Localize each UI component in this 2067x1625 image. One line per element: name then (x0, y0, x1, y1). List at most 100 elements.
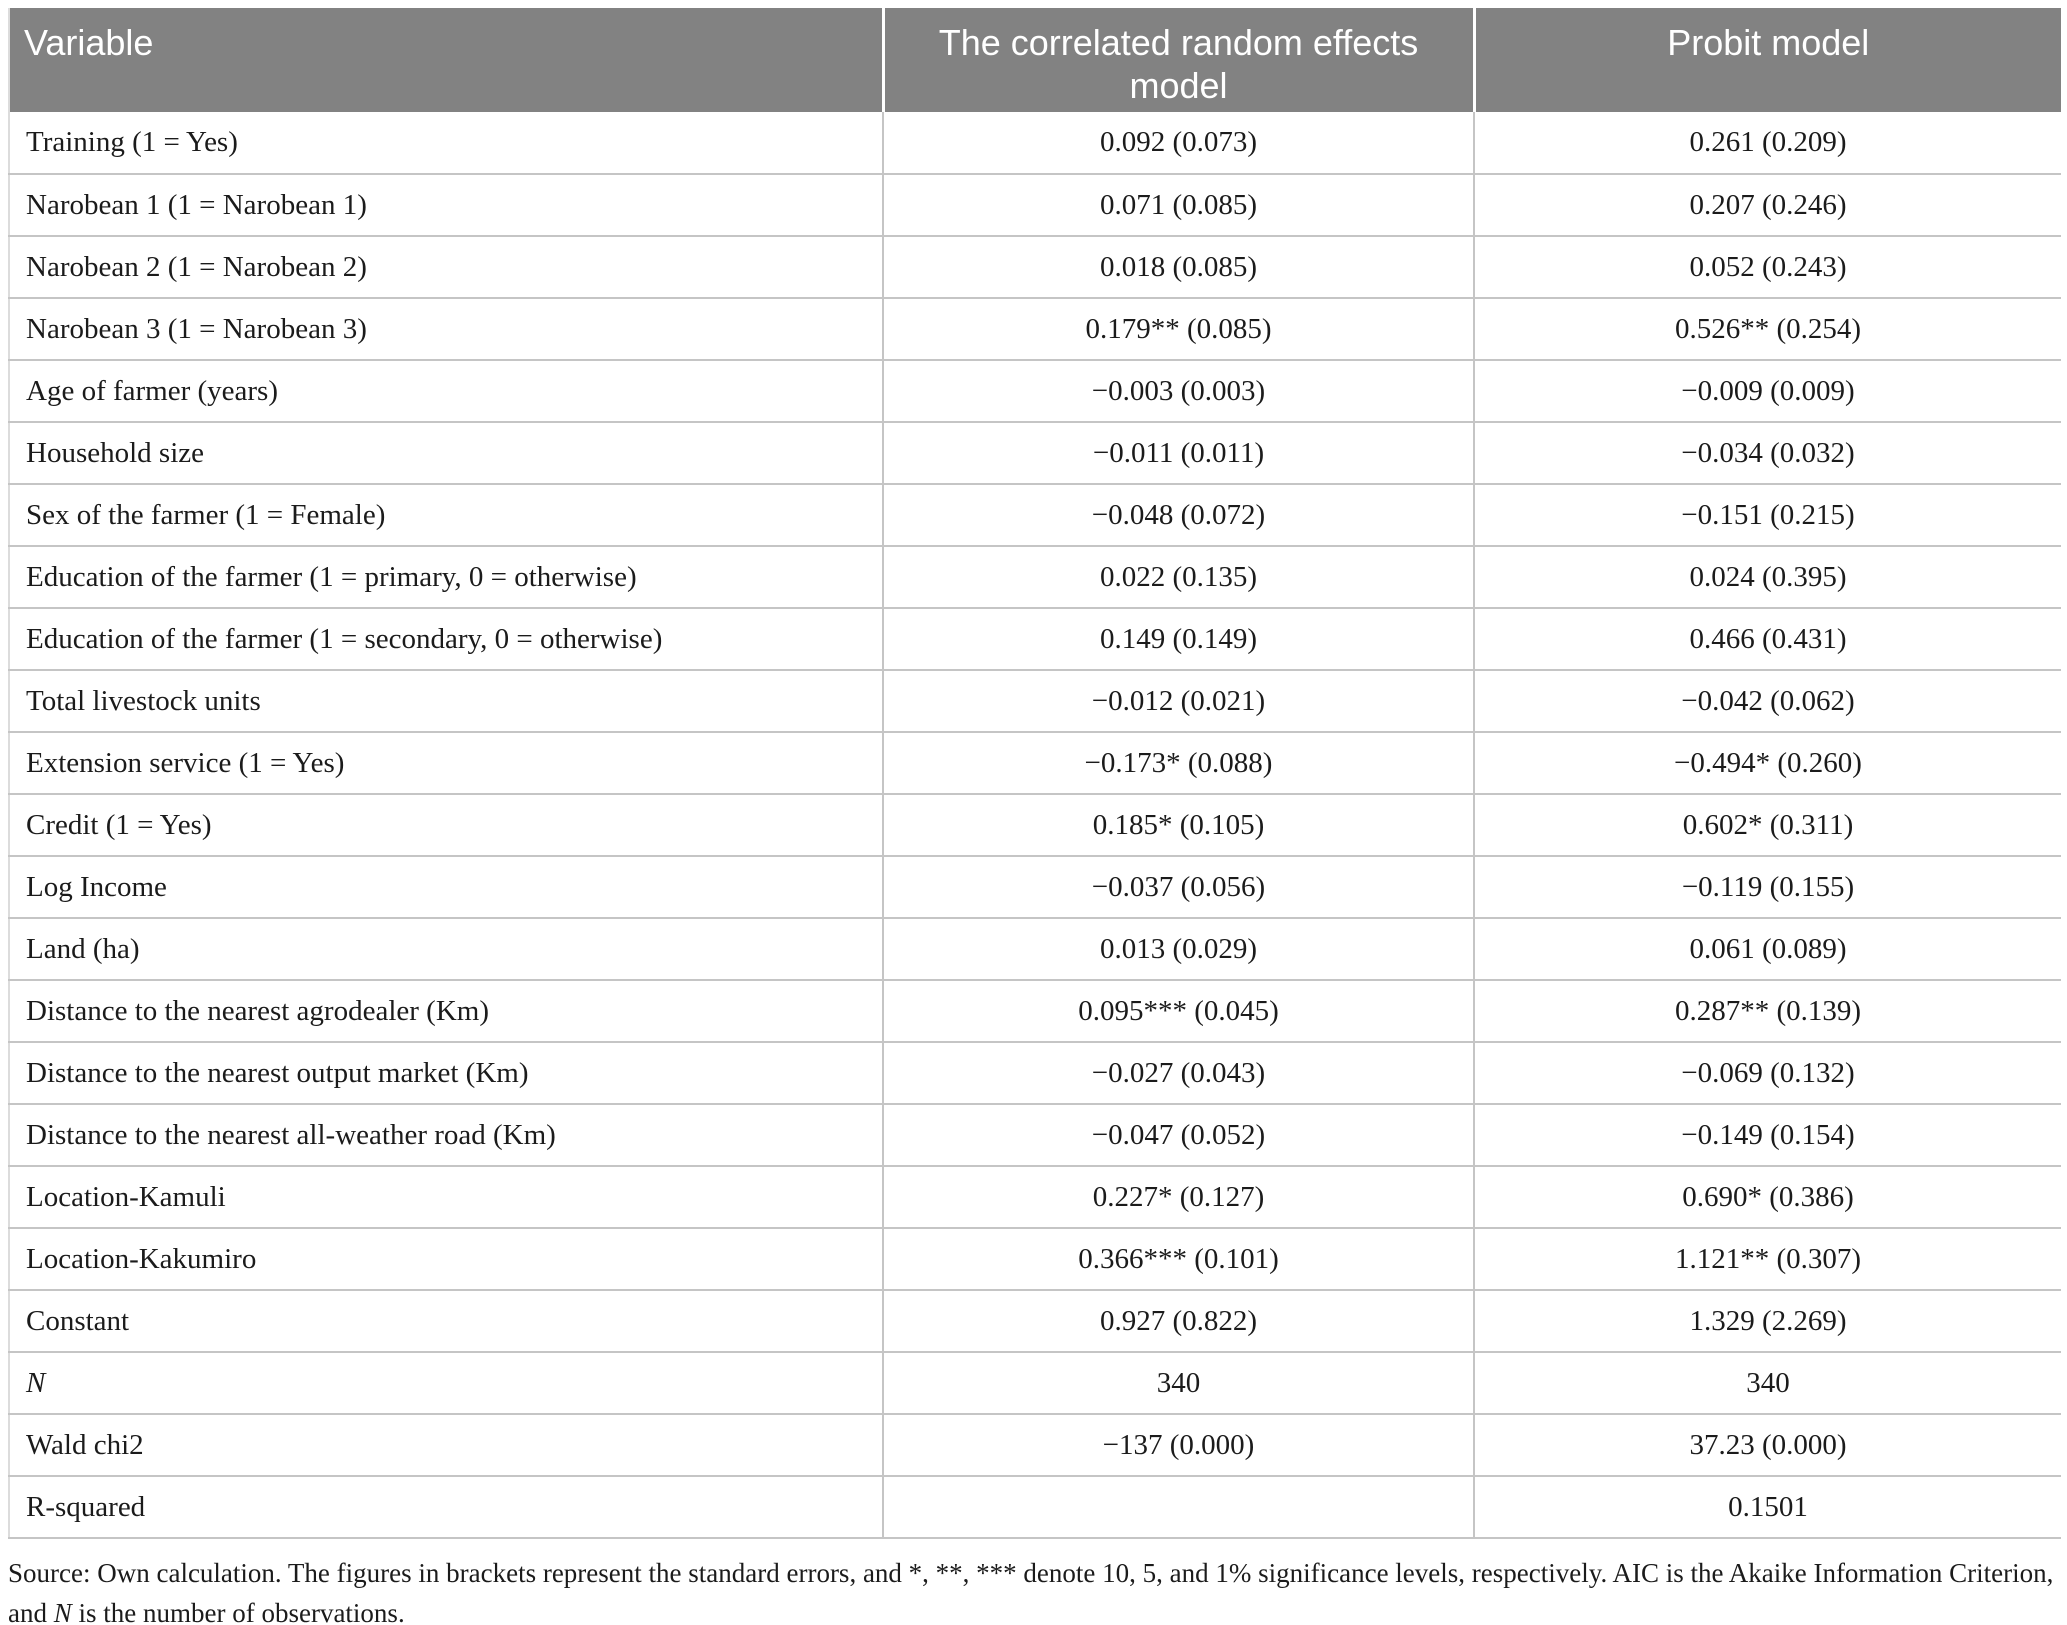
footnote-line2-pre: and (8, 1598, 54, 1625)
probit-value-cell: −0.494* (0.260) (1473, 731, 2061, 794)
table-row: Land (ha) 0.013 (0.029) 0.061 (0.089) (9, 917, 2061, 980)
header-row: Variable The correlated random effects m… (9, 8, 2061, 112)
probit-value-cell: 340 (1473, 1351, 2061, 1414)
cre-value-cell: 0.092 (0.073) (882, 112, 1474, 174)
footnote-line2-post: is the number of observations. (71, 1598, 405, 1625)
cre-value-cell: 0.022 (0.135) (882, 545, 1474, 608)
cre-value-cell: −0.003 (0.003) (882, 359, 1474, 422)
probit-value-cell: 0.602* (0.311) (1473, 793, 2061, 856)
table-row: Location-Kakumiro 0.366*** (0.101) 1.121**… (9, 1227, 2061, 1290)
row-label: Extension service (1 = Yes) (9, 731, 883, 794)
probit-value-cell: 0.287** (0.139) (1473, 979, 2061, 1042)
table-row: R-squared 0.1501 (9, 1475, 2061, 1538)
cre-value-cell: 340 (882, 1351, 1474, 1414)
column-header-probit-model: Probit model (1472, 8, 2061, 112)
cre-value-cell: 0.179** (0.085) (882, 297, 1474, 360)
row-label: Wald chi2 (9, 1413, 883, 1476)
row-label: Sex of the farmer (1 = Female) (9, 483, 883, 546)
cre-value-cell: 0.013 (0.029) (882, 917, 1474, 980)
table-row: Extension service (1 = Yes) −0.173* (0.08… (9, 731, 2061, 794)
cre-value-cell: −0.027 (0.043) (882, 1041, 1474, 1104)
table-row: Constant 0.927 (0.822) 1.329 (2.269) (9, 1289, 2061, 1352)
table-row: Narobean 3 (1 = Narobean 3) 0.179** (0.08… (9, 297, 2061, 360)
table-row: Age of farmer (years) −0.003 (0.003) −0.00… (9, 359, 2061, 422)
table-row: Training (1 = Yes) 0.092 (0.073) 0.261 (0.… (9, 112, 2061, 174)
row-label: Location-Kamuli (9, 1165, 883, 1228)
probit-value-cell: 37.23 (0.000) (1473, 1413, 2061, 1476)
row-label: Distance to the nearest output market (K… (9, 1041, 883, 1104)
probit-value-cell: 0.052 (0.243) (1473, 235, 2061, 298)
footnote-n-symbol: N (53, 1598, 72, 1625)
table-row: Education of the farmer (1 = primary, 0 … (9, 545, 2061, 608)
table-footnote: Source: Own calculation. The figures in … (8, 1553, 2060, 1625)
cre-value-cell: −0.011 (0.011) (882, 421, 1474, 484)
probit-value-cell: −0.034 (0.032) (1473, 421, 2061, 484)
table-row: Narobean 1 (1 = Narobean 1) 0.071 (0.085)… (9, 173, 2061, 236)
probit-value-cell: −0.149 (0.154) (1473, 1103, 2061, 1166)
row-label: Log Income (9, 855, 883, 918)
cre-value-cell: −0.012 (0.021) (882, 669, 1474, 732)
table-row: Log Income −0.037 (0.056) −0.119 (0.155) (9, 855, 2061, 918)
column-header-variable: Variable (9, 8, 883, 112)
cre-value-cell: 0.095*** (0.045) (882, 979, 1474, 1042)
probit-value-cell: 0.690* (0.386) (1473, 1165, 2061, 1228)
table-row: Sex of the farmer (1 = Female) −0.048 (0.… (9, 483, 2061, 546)
table-row: Household size −0.011 (0.011) −0.034 (0.03… (9, 421, 2061, 484)
row-label: Location-Kakumiro (9, 1227, 883, 1290)
row-label: Training (1 = Yes) (9, 112, 883, 174)
cre-value-cell: 0.227* (0.127) (882, 1165, 1474, 1228)
table-row: Distance to the nearest all-weather road… (9, 1103, 2061, 1166)
probit-value-cell: 0.1501 (1473, 1475, 2061, 1538)
column-header-cre-model: The correlated random effects model (881, 8, 1474, 112)
cre-value-cell (882, 1475, 1474, 1538)
cre-value-cell: −137 (0.000) (882, 1413, 1474, 1476)
table-row: Distance to the nearest agrodealer (Km) 0… (9, 979, 2061, 1042)
table-row: Narobean 2 (1 = Narobean 2) 0.018 (0.085)… (9, 235, 2061, 298)
row-label: Credit (1 = Yes) (9, 793, 883, 856)
row-label: Distance to the nearest agrodealer (Km) (9, 979, 883, 1042)
cre-value-cell: −0.037 (0.056) (882, 855, 1474, 918)
probit-value-cell: 0.061 (0.089) (1473, 917, 2061, 980)
cre-value-cell: −0.173* (0.088) (882, 731, 1474, 794)
row-label: Land (ha) (9, 917, 883, 980)
probit-value-cell: 0.526** (0.254) (1473, 297, 2061, 360)
cre-value-cell: 0.366*** (0.101) (882, 1227, 1474, 1290)
cre-value-cell: 0.185* (0.105) (882, 793, 1474, 856)
probit-value-cell: 0.261 (0.209) (1473, 112, 2061, 174)
cre-value-cell: 0.149 (0.149) (882, 607, 1474, 670)
cre-value-cell: 0.071 (0.085) (882, 173, 1474, 236)
table-row: Education of the farmer (1 = secondary, … (9, 607, 2061, 670)
row-label: Narobean 2 (1 = Narobean 2) (9, 235, 883, 298)
probit-value-cell: −0.151 (0.215) (1473, 483, 2061, 546)
results-table-header: Variable The correlated random effects m… (9, 8, 2061, 112)
probit-value-cell: 0.207 (0.246) (1473, 173, 2061, 236)
row-label: Age of farmer (years) (9, 359, 883, 422)
row-label: Education of the farmer (1 = secondary, … (9, 607, 883, 670)
row-label: Household size (9, 421, 883, 484)
probit-value-cell: 1.329 (2.269) (1473, 1289, 2061, 1352)
cre-value-cell: −0.047 (0.052) (882, 1103, 1474, 1166)
results-table: Variable The correlated random effects m… (8, 8, 2061, 1539)
table-row: N 340 340 (9, 1351, 2061, 1414)
probit-value-cell: −0.042 (0.062) (1473, 669, 2061, 732)
probit-value-cell: 1.121** (0.307) (1473, 1227, 2061, 1290)
table-row: Wald chi2 −137 (0.000) 37.23 (0.000) (9, 1413, 2061, 1476)
row-label: R-squared (9, 1475, 883, 1538)
results-table-body: Training (1 = Yes) 0.092 (0.073) 0.261 (0.… (9, 112, 2061, 1538)
table-row: Credit (1 = Yes) 0.185* (0.105) 0.602* (0.… (9, 793, 2061, 856)
probit-value-cell: −0.119 (0.155) (1473, 855, 2061, 918)
probit-value-cell: 0.466 (0.431) (1473, 607, 2061, 670)
table-row: Distance to the nearest output market (K… (9, 1041, 2061, 1104)
footnote-line1: Source: Own calculation. The figures in … (8, 1558, 2054, 1588)
page: Variable The correlated random effects m… (0, 8, 2067, 1625)
row-label: Education of the farmer (1 = primary, 0 … (9, 545, 883, 608)
cre-value-cell: 0.927 (0.822) (882, 1289, 1474, 1352)
row-label: Total livestock units (9, 669, 883, 732)
cre-value-cell: −0.048 (0.072) (882, 483, 1474, 546)
probit-value-cell: −0.069 (0.132) (1473, 1041, 2061, 1104)
row-label: Narobean 1 (1 = Narobean 1) (9, 173, 883, 236)
table-row: Location-Kamuli 0.227* (0.127) 0.690* (0.3… (9, 1165, 2061, 1228)
probit-value-cell: 0.024 (0.395) (1473, 545, 2061, 608)
probit-value-cell: −0.009 (0.009) (1473, 359, 2061, 422)
row-label: N (9, 1351, 883, 1414)
